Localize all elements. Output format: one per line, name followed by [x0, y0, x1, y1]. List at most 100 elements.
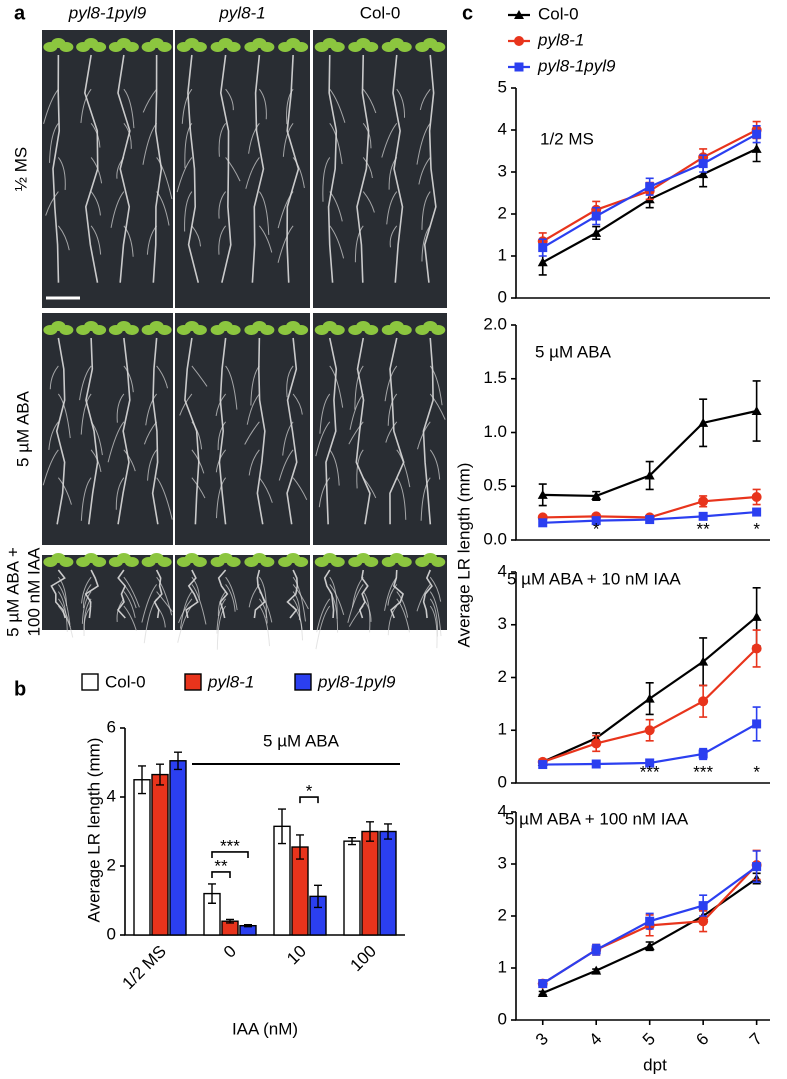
lateral-root	[387, 393, 398, 426]
marker	[752, 507, 762, 517]
lateral-root	[216, 598, 227, 634]
root	[218, 337, 227, 525]
lateral-root	[184, 122, 193, 169]
lateral-root	[348, 605, 364, 627]
lateral-root	[80, 477, 92, 521]
lateral-root	[81, 591, 92, 624]
lateral-root	[278, 449, 294, 481]
y-tick-label: 1	[498, 957, 507, 976]
lateral-root	[292, 598, 304, 641]
error-bar	[278, 808, 286, 845]
significance-label: *	[306, 782, 313, 801]
lateral-root	[347, 584, 364, 623]
lateral-root	[329, 88, 346, 123]
root	[185, 569, 199, 619]
lateral-root	[178, 598, 193, 623]
y-tick-label: 6	[107, 717, 116, 736]
root	[50, 569, 66, 619]
lateral-root	[429, 449, 441, 480]
lateral-root	[292, 477, 308, 501]
lateral-root	[318, 477, 331, 508]
lateral-root	[329, 122, 343, 165]
x-tick-label: 7	[746, 1029, 766, 1049]
lateral-root	[381, 122, 398, 158]
lateral-root	[225, 88, 234, 111]
leaf	[322, 38, 337, 48]
marker	[751, 643, 762, 654]
legend-label: pyl8-1pyl9	[537, 56, 616, 75]
lateral-root	[429, 605, 438, 649]
lateral-root	[258, 598, 268, 624]
lateral-root	[258, 605, 271, 647]
root	[184, 337, 200, 525]
photo-shade	[175, 555, 310, 630]
leaf	[218, 321, 233, 331]
root	[85, 337, 99, 525]
leaf	[84, 553, 99, 563]
lateral-root	[116, 598, 125, 622]
leaf	[116, 38, 131, 48]
leaf	[51, 553, 66, 563]
y-tick-label: 1	[498, 245, 507, 264]
lateral-root	[396, 598, 411, 633]
marker	[591, 516, 601, 526]
lateral-root	[215, 449, 227, 473]
y-tick-label: 5	[498, 77, 507, 96]
y-tick-label: 4	[498, 119, 507, 138]
lateral-root	[356, 449, 364, 489]
lateral-root	[396, 591, 409, 618]
y-tick-label: 0	[107, 924, 116, 943]
root	[152, 54, 163, 283]
lateral-root	[329, 191, 343, 222]
lateral-root	[156, 157, 173, 200]
lateral-root	[329, 591, 339, 633]
significance-label: **	[214, 856, 228, 875]
lateral-root	[57, 598, 74, 638]
y-axis-label: Average LR length (mm)	[454, 463, 473, 648]
lateral-root	[43, 88, 59, 125]
leaf	[184, 38, 199, 48]
root	[355, 337, 371, 525]
row-label: 5 µM ABA	[13, 390, 32, 467]
lateral-root	[123, 605, 137, 631]
lateral-root	[82, 584, 92, 609]
leaf	[356, 38, 371, 48]
lateral-root	[191, 584, 207, 625]
y-tick-label: 2	[498, 203, 507, 222]
marker	[698, 496, 709, 507]
lateral-root	[362, 598, 372, 622]
marker	[698, 901, 708, 911]
marker	[537, 257, 548, 267]
lateral-root	[319, 393, 331, 434]
lateral-root	[282, 421, 294, 456]
x-tick-label: 100	[347, 942, 380, 975]
x-axis-label: IAA (nM)	[232, 1019, 298, 1038]
marker	[644, 470, 655, 480]
root	[356, 54, 370, 283]
lateral-root	[248, 449, 260, 476]
marker	[537, 489, 548, 499]
lateral-root	[245, 157, 260, 189]
marker	[751, 406, 762, 415]
marker	[538, 760, 548, 770]
marker	[751, 492, 762, 502]
lateral-root	[45, 191, 59, 216]
marker	[591, 759, 601, 769]
lateral-root	[362, 591, 371, 633]
lateral-root	[48, 421, 59, 450]
marker	[591, 490, 602, 500]
lateral-root	[191, 225, 202, 247]
leaf	[252, 553, 267, 563]
root	[219, 54, 232, 283]
marker	[698, 511, 708, 521]
photo	[175, 313, 310, 545]
lateral-root	[49, 365, 59, 390]
lateral-root	[142, 122, 158, 165]
legend-swatch	[184, 673, 202, 691]
legend-label: Col-0	[538, 4, 579, 23]
marker	[645, 515, 655, 525]
axis	[515, 572, 770, 784]
root	[251, 54, 265, 283]
error-bar	[156, 763, 164, 786]
